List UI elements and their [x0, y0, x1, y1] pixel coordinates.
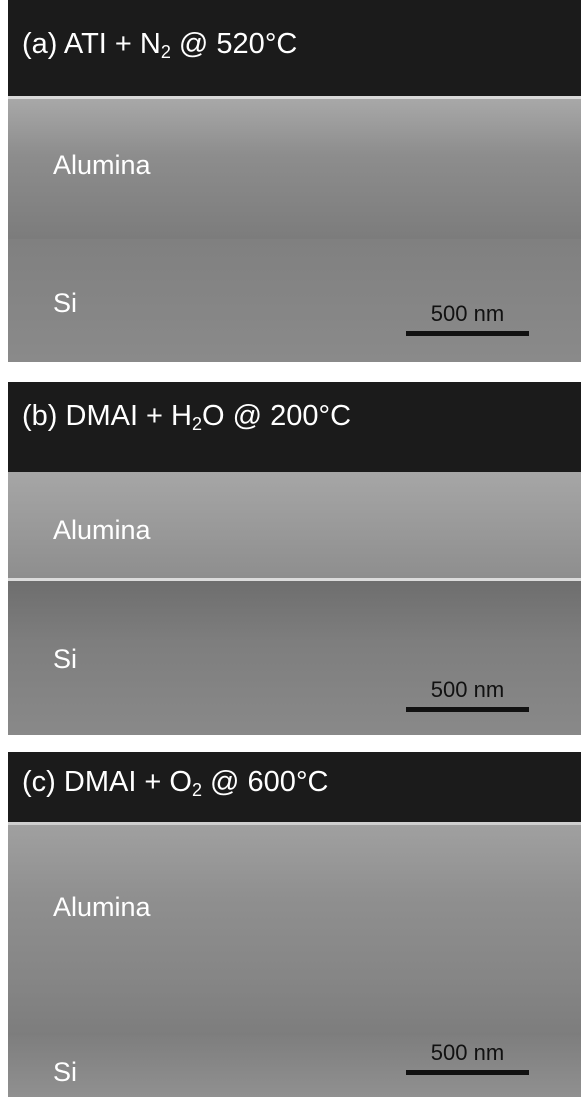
silicon-substrate-region	[8, 1035, 581, 1097]
alumina-film-region	[8, 99, 581, 239]
panel-title: (a) ATI + N2 @ 520°C	[22, 28, 298, 62]
film-label: Alumina	[53, 150, 151, 180]
panel-header: (b) DMAI + H2O @ 200°C	[8, 382, 581, 472]
silicon-substrate-region	[8, 239, 581, 362]
panel-title: (b) DMAI + H2O @ 200°C	[22, 400, 352, 434]
panel-header: (a) ATI + N2 @ 520°C	[8, 0, 581, 96]
scale-bar-line	[406, 707, 529, 712]
alumina-film-region	[8, 825, 581, 1035]
film-surface-edge	[8, 822, 581, 825]
film-surface-edge	[8, 96, 581, 99]
sem-panel-c: (c) DMAI + O2 @ 600°C Alumina Si 500 nm	[8, 752, 581, 1097]
scale-bar-line	[406, 331, 529, 336]
scale-bar-line	[406, 1070, 529, 1075]
film-label: Alumina	[53, 892, 151, 922]
substrate-label: Si	[53, 288, 78, 318]
panel-header: (c) DMAI + O2 @ 600°C	[8, 752, 581, 822]
sem-panel-a: (a) ATI + N2 @ 520°C Alumina Si 500 nm	[8, 0, 581, 362]
panel-title: (c) DMAI + O2 @ 600°C	[22, 766, 329, 800]
scale-bar-label: 500 nm	[430, 301, 505, 326]
sem-panel-b: (b) DMAI + H2O @ 200°C Alumina Si 500 nm	[8, 382, 581, 735]
alumina-film-region	[8, 472, 581, 578]
scale-bar-label: 500 nm	[430, 1040, 505, 1065]
substrate-label: Si	[53, 644, 78, 674]
substrate-label: Si	[53, 1057, 78, 1087]
film-substrate-interface	[8, 578, 581, 581]
film-label: Alumina	[53, 515, 151, 545]
scale-bar-label: 500 nm	[430, 677, 505, 702]
